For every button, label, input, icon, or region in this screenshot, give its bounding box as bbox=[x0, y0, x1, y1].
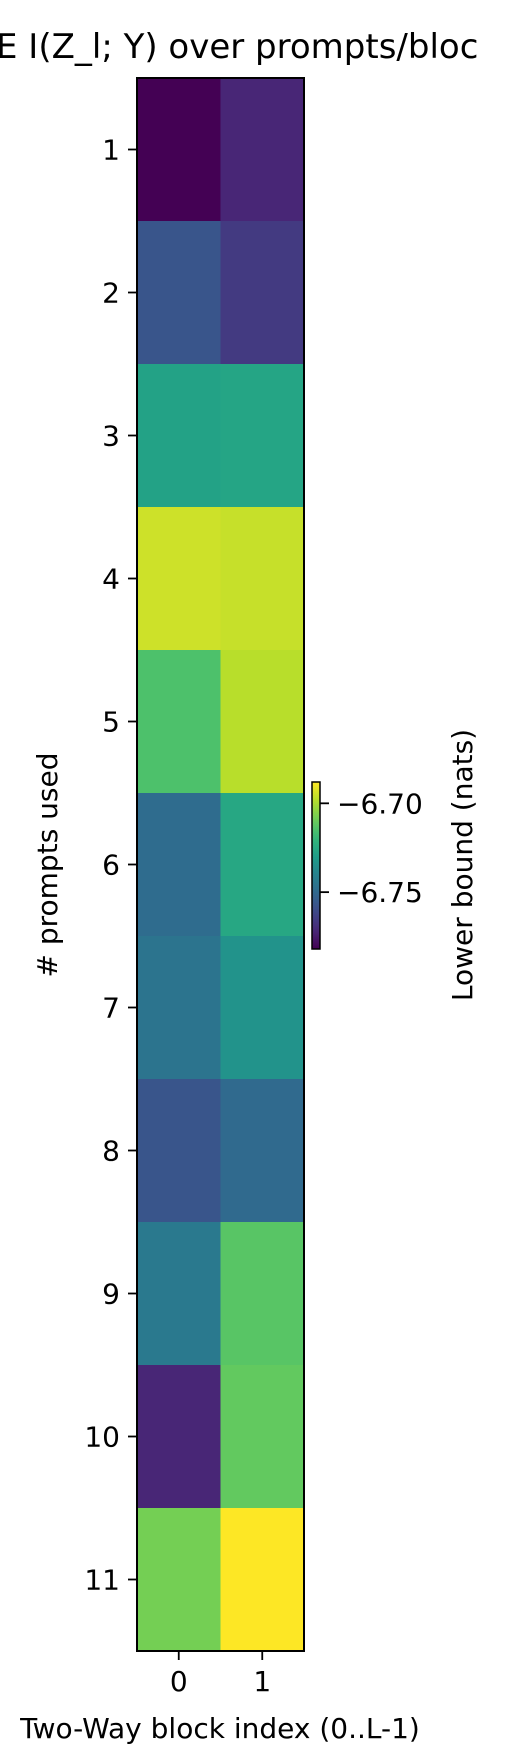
heatmap-cell bbox=[220, 1222, 305, 1366]
heatmap-cell bbox=[137, 1079, 222, 1223]
colorbar-tick-label: −6.70 bbox=[337, 787, 423, 820]
heatmap-cell bbox=[220, 1508, 305, 1652]
heatmap-cell bbox=[220, 364, 305, 508]
heatmap-cell bbox=[220, 221, 305, 365]
y-axis-label: # prompts used bbox=[31, 752, 64, 977]
y-tick-label: 5 bbox=[102, 706, 120, 739]
x-axis-label: Two-Way block index (0..L-1) bbox=[19, 1712, 420, 1745]
heatmap-cell bbox=[137, 650, 222, 794]
heatmap-cell bbox=[220, 793, 305, 937]
heatmap-cell bbox=[220, 507, 305, 651]
heatmap-cell bbox=[137, 507, 222, 651]
x-tick-label: 0 bbox=[170, 1665, 188, 1698]
chart-title: E I(Z_l; Y) over prompts/bloc bbox=[0, 27, 478, 67]
heatmap-cell bbox=[220, 1079, 305, 1223]
heatmap-cell bbox=[137, 793, 222, 937]
heatmap-cell bbox=[137, 936, 222, 1080]
y-tick-label: 7 bbox=[102, 992, 120, 1025]
x-tick-label: 1 bbox=[253, 1665, 271, 1698]
y-axis-ticks: 1 2 3 4 5 6 7 8 9 10 11 bbox=[84, 134, 137, 1597]
colorbar-ticks: −6.75 −6.70 bbox=[320, 787, 423, 909]
colorbar-tick-label: −6.75 bbox=[337, 876, 423, 909]
heatmap-cell bbox=[220, 936, 305, 1080]
heatmap-cell bbox=[137, 221, 222, 365]
heatmap-cell bbox=[137, 1222, 222, 1366]
y-tick-label: 9 bbox=[102, 1278, 120, 1311]
y-tick-label: 11 bbox=[84, 1564, 120, 1597]
colorbar-label: Lower bound (nats) bbox=[446, 729, 479, 1001]
y-tick-label: 2 bbox=[102, 277, 120, 310]
heatmap-cell bbox=[137, 364, 222, 508]
y-tick-label: 1 bbox=[102, 134, 120, 167]
colorbar bbox=[311, 781, 321, 950]
heatmap-cell bbox=[137, 1508, 222, 1652]
heatmap-cell bbox=[220, 78, 305, 222]
heatmap-cell bbox=[137, 1365, 222, 1509]
heatmap-cells bbox=[137, 78, 305, 1652]
y-tick-label: 3 bbox=[102, 420, 120, 453]
y-tick-label: 4 bbox=[102, 563, 120, 596]
heatmap-cell bbox=[137, 78, 222, 222]
y-tick-label: 8 bbox=[102, 1135, 120, 1168]
heatmap-cell bbox=[220, 650, 305, 794]
y-tick-label: 6 bbox=[102, 849, 120, 882]
plot-frame bbox=[136, 77, 305, 1652]
heatmap-cell bbox=[220, 1365, 305, 1509]
y-tick-label: 10 bbox=[84, 1421, 120, 1454]
